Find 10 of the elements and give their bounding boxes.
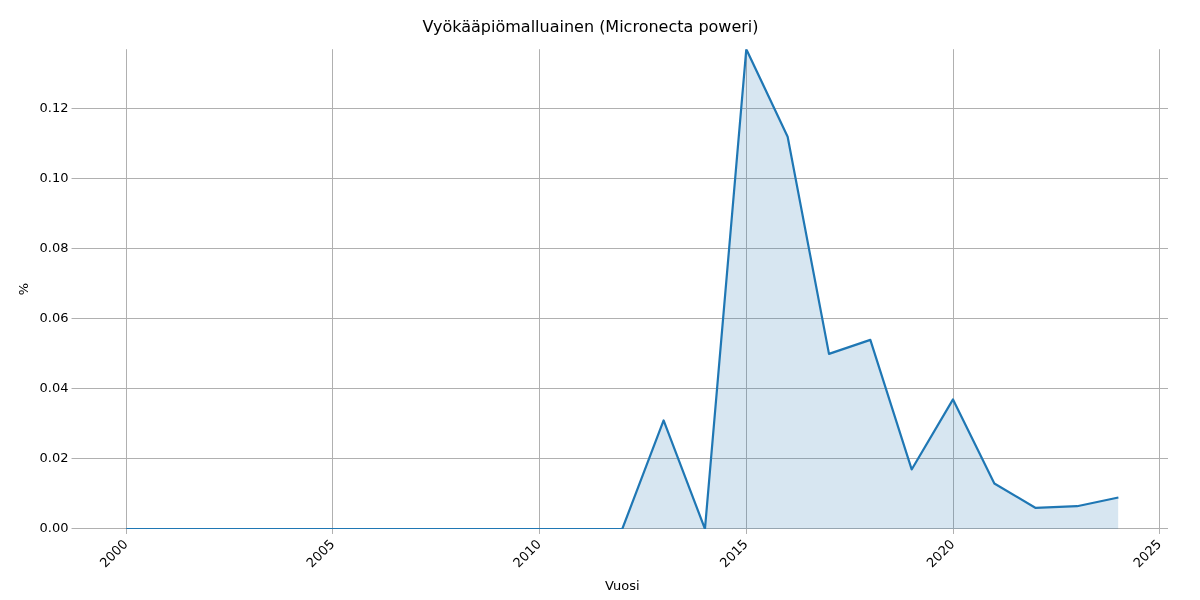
y-tick-label: 0.06 — [39, 310, 69, 326]
y-tick-label: 0.02 — [39, 450, 69, 466]
x-axis-title: Vuosi — [604, 577, 640, 593]
y-tick-label: 0.04 — [39, 380, 69, 396]
y-tick-label: 0.08 — [39, 240, 69, 256]
y-axis-title: % — [16, 282, 32, 296]
y-tick-label: 0.10 — [39, 170, 69, 186]
chart-title: Vyökääpiömalluainen (Micronecta poweri) — [422, 16, 759, 36]
y-tick-label: 0.00 — [39, 520, 69, 536]
y-tick-label: 0.12 — [39, 100, 69, 116]
